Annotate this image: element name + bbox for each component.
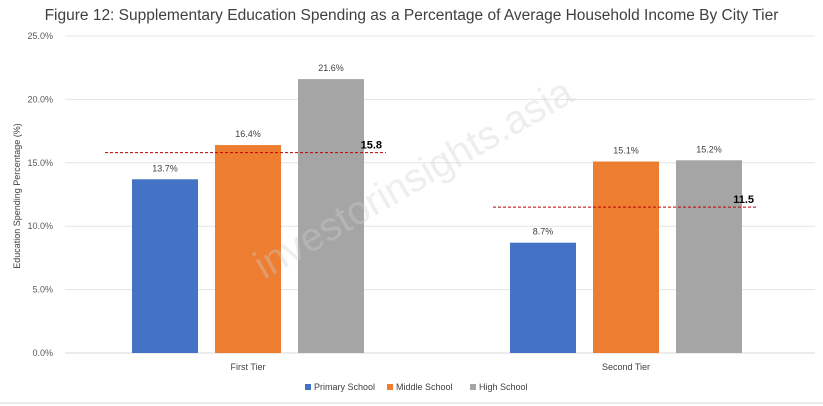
data-label: 15.2% bbox=[696, 144, 722, 154]
data-label: 8.7% bbox=[533, 227, 554, 237]
y-tick-label: 15.0% bbox=[27, 158, 53, 168]
x-axis-categories: First Tier Second Tier bbox=[231, 362, 651, 372]
bar bbox=[676, 160, 742, 353]
data-label: 21.6% bbox=[318, 63, 344, 73]
data-label: 16.4% bbox=[235, 129, 261, 139]
y-axis-label: Education Spending Percentage (%) bbox=[12, 123, 22, 269]
bars: 13.7% 16.4% 21.6% 8.7% 15.1% 15.2% bbox=[132, 63, 742, 353]
bar bbox=[215, 145, 281, 353]
data-label: 13.7% bbox=[152, 163, 178, 173]
bar bbox=[510, 242, 576, 353]
average-label: 15.8 bbox=[361, 140, 382, 152]
average-label: 11.5 bbox=[733, 194, 754, 206]
category-label: First Tier bbox=[231, 362, 266, 372]
bar bbox=[593, 161, 659, 353]
y-tick-label: 25.0% bbox=[27, 31, 53, 41]
y-tick-label: 10.0% bbox=[27, 221, 53, 231]
legend-label: Primary School bbox=[314, 382, 375, 392]
data-label: 15.1% bbox=[613, 146, 639, 156]
category-label: Second Tier bbox=[602, 362, 650, 372]
legend: Primary School Middle School High School bbox=[305, 382, 528, 392]
y-tick-label: 20.0% bbox=[27, 94, 53, 104]
legend-swatch bbox=[387, 384, 393, 390]
y-axis-ticks: 0.0% 5.0% 10.0% 15.0% 20.0% 25.0% bbox=[27, 31, 53, 358]
y-tick-label: 0.0% bbox=[32, 348, 53, 358]
bar bbox=[132, 179, 198, 353]
legend-label: High School bbox=[479, 382, 528, 392]
legend-label: Middle School bbox=[396, 382, 453, 392]
legend-swatch bbox=[305, 384, 311, 390]
average-lines: 15.8 11.5 bbox=[105, 140, 758, 208]
chart-title: Figure 12: Supplementary Education Spend… bbox=[45, 7, 779, 24]
legend-swatch bbox=[470, 384, 476, 390]
bar bbox=[298, 79, 364, 353]
y-tick-label: 5.0% bbox=[32, 285, 53, 295]
